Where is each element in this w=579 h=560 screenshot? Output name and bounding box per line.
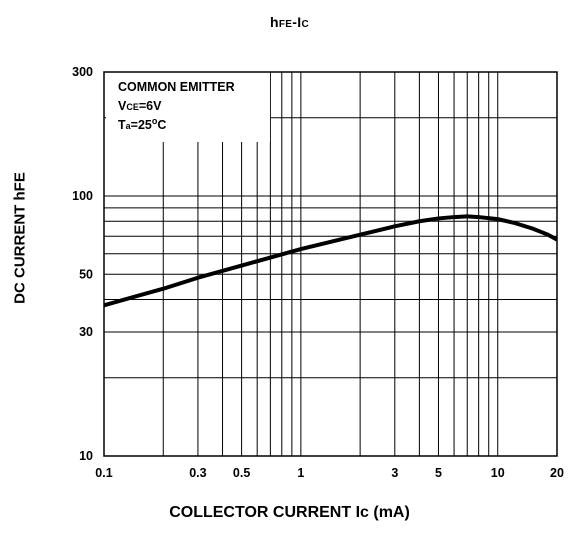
- x-tick-label-2: 0.5: [233, 466, 250, 480]
- legend-degree: o: [152, 116, 158, 126]
- series-line-0: [103, 214, 558, 308]
- legend-line-1: COMMON EMITTER: [118, 80, 235, 94]
- chart-title-c: C: [301, 19, 309, 30]
- legend-box: COMMON EMITTER VCE=6V Ta=25oC: [106, 72, 270, 142]
- plot-frame: [103, 71, 558, 457]
- y-tick-label-0: 10: [79, 449, 93, 463]
- legend-t: T: [118, 118, 126, 132]
- chart-title-dash-i: -I: [292, 14, 302, 30]
- x-tick-label-1: 0.3: [189, 466, 206, 480]
- y-tick-label-3: 100: [72, 189, 93, 203]
- legend-t-value: =25: [131, 118, 152, 132]
- legend-v: V: [118, 99, 127, 113]
- x-tick-label-6: 10: [491, 466, 505, 480]
- legend-v-value: =6V: [139, 99, 162, 113]
- legend-line-3: Ta=25oC: [118, 116, 166, 132]
- legend-t-sub: a: [126, 121, 132, 131]
- x-tick-label-4: 3: [391, 466, 398, 480]
- x-axis-title: COLLECTOR CURRENT Ic (mA): [169, 504, 410, 521]
- chart-title-h: h: [270, 14, 279, 30]
- legend-background: [106, 72, 270, 142]
- x-tick-label-5: 5: [435, 466, 442, 480]
- y-tick-label-2: 50: [79, 267, 93, 281]
- y-tick-label-1: 30: [79, 325, 93, 339]
- chart-title: hFE-IC: [0, 14, 579, 30]
- chart-title-fe: FE: [278, 19, 293, 30]
- legend-line-2: VCE=6V: [118, 99, 162, 113]
- tick-label-layer: 0.1 0.3 0.5 1 3 5 10 20 10 30 50 100 300: [72, 65, 564, 480]
- series-layer: [103, 214, 558, 308]
- x-tick-label-7: 20: [550, 466, 564, 480]
- frame-layer: [103, 71, 558, 457]
- legend-v-sub: CE: [126, 102, 139, 112]
- x-tick-label-3: 1: [297, 466, 304, 480]
- legend-unit: C: [157, 118, 166, 132]
- y-tick-label-4: 300: [72, 65, 93, 79]
- x-tick-label-0: 0.1: [95, 466, 112, 480]
